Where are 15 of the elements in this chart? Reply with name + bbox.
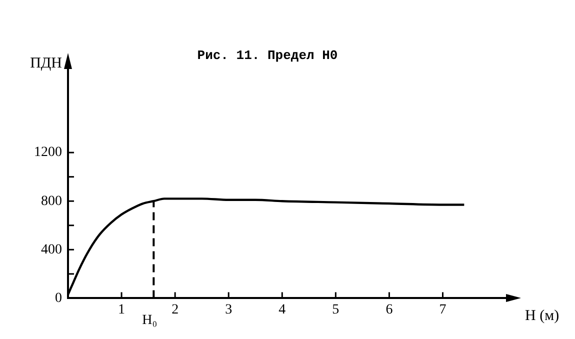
x-tick-label: 2 [172,302,179,318]
x-tick-label: 5 [332,302,340,318]
chart-title: Рис. 11. Предел H0 [197,48,338,64]
x-tick-label: 1 [118,302,126,318]
y-tick-label: 800 [41,194,62,209]
y-tick-label: 1200 [34,145,62,160]
ref-line-label: H₀ [142,312,158,328]
y-axis-title: ПДН [30,56,62,72]
x-tick-label: 7 [439,302,446,318]
x-tick-label: 4 [278,302,286,318]
x-tick-label: 3 [225,302,232,318]
x-tick-label: 6 [386,302,393,318]
y-tick-label: 0 [55,290,62,306]
y-tick-label: 400 [41,242,62,258]
x-axis-title: H (м) [525,308,560,324]
